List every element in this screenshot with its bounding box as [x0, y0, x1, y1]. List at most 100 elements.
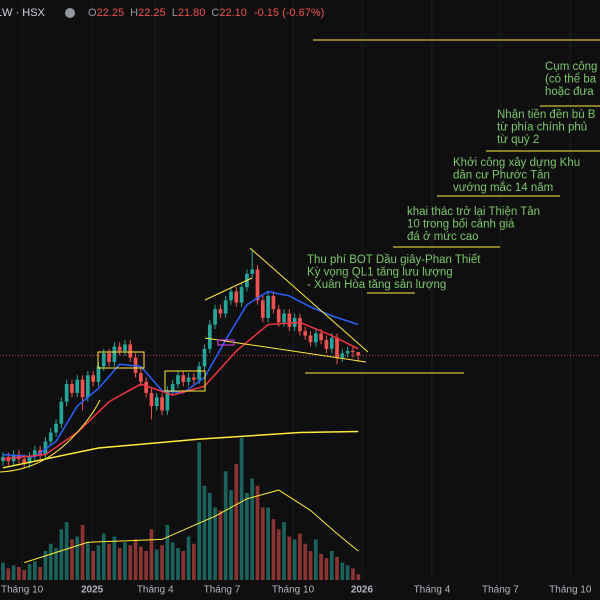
candle-body — [234, 291, 239, 303]
volume-bar — [266, 507, 270, 580]
volume-bar — [207, 493, 212, 580]
candle-body — [197, 366, 202, 380]
x-tick-label: 2025 — [81, 585, 104, 596]
annotation-line: dân cư Phước Tân — [453, 170, 550, 182]
range-box — [164, 370, 206, 392]
volume-bar — [335, 556, 339, 580]
volume-bar — [298, 533, 302, 580]
volume-bar — [48, 543, 53, 580]
candle-body — [80, 379, 85, 398]
indicator-line — [2, 430, 359, 469]
candle-body — [271, 295, 276, 310]
annotation-line: từ phía chính phủ — [497, 122, 587, 134]
candle-body — [186, 377, 191, 382]
annotation-line: khai thác trở lại Thiện Tân — [407, 206, 540, 218]
field-label: C — [211, 7, 219, 19]
candle-body — [329, 337, 334, 349]
range-box — [97, 351, 145, 369]
candle-body — [144, 381, 149, 393]
annotation-line: Cụm công — [545, 61, 597, 73]
candle-body — [255, 269, 260, 301]
cup-curve — [0, 399, 101, 473]
volume-bar — [276, 529, 281, 580]
candle-body — [54, 423, 58, 433]
candle-body — [287, 313, 292, 327]
annotation-line: Thu phí BOT Dầu giây-Phan Thiết — [307, 254, 481, 266]
volume-bar — [213, 507, 217, 580]
field-value: 22.25 — [138, 7, 166, 19]
volume-bar — [101, 533, 106, 580]
field-label: L — [172, 7, 178, 19]
volume-bar — [255, 485, 260, 580]
candle-body — [351, 351, 355, 353]
volume-bar — [59, 529, 64, 580]
x-tick-label: Tháng 4 — [137, 585, 174, 596]
drawings — [0, 39, 600, 473]
trend-line — [204, 277, 253, 301]
candle-body — [356, 352, 361, 356]
volume-bar — [32, 561, 37, 580]
candle-body — [117, 346, 122, 352]
candle-body — [48, 432, 53, 442]
annotation-line: Kỳ vọng QL1 tăng lưu lượng — [307, 267, 453, 279]
candle-body — [192, 377, 196, 380]
annotation-line: từ quý 2 — [497, 134, 539, 146]
volume-bar — [303, 543, 308, 580]
time-axis — [0, 580, 600, 600]
x-tick-label: Tháng 4 — [414, 585, 451, 596]
candle-body — [345, 351, 350, 354]
candle-body — [239, 287, 244, 303]
annotation-line: hoặc đưa — [545, 86, 594, 98]
candle-body — [123, 344, 127, 352]
volume-bar — [165, 524, 170, 580]
candle-body — [303, 331, 308, 336]
candle-body — [308, 335, 313, 343]
volume-bar — [64, 522, 69, 580]
volume-bar — [170, 542, 175, 580]
candle-body — [202, 348, 207, 367]
volume-bar — [11, 565, 16, 580]
annotation-line: Khởi công xây dựng Khu — [453, 157, 580, 169]
candle-body — [276, 309, 281, 323]
candle-body — [128, 344, 133, 358]
volume-bar — [128, 545, 133, 580]
volume-bar — [154, 549, 159, 580]
annotation-line: (có thể ba — [545, 74, 597, 86]
time-axis-labels: Tháng 10 2025 Tháng 4 Tháng 7 Tháng 10 2026 Th… — [1, 585, 592, 596]
volume-bar — [75, 536, 80, 580]
candle-body — [260, 300, 265, 318]
volume-bar — [239, 437, 244, 580]
candle-body — [75, 379, 80, 393]
candle-body — [43, 441, 48, 455]
candle-body — [59, 401, 64, 424]
candle-body — [22, 458, 27, 464]
volume-bar — [6, 568, 11, 580]
candle-body — [176, 375, 180, 385]
candle-body — [149, 392, 154, 407]
volume-bar — [245, 493, 249, 580]
field-value: 22.25 — [97, 7, 125, 19]
indicator-line — [24, 489, 359, 564]
volume-bar — [329, 551, 334, 580]
volume-bar — [319, 553, 323, 580]
candle-body — [313, 333, 318, 343]
volume-bar — [287, 536, 292, 580]
x-tick-label: Tháng 10 — [272, 585, 315, 596]
annotation-line: Nhận tiền đền bù B — [497, 109, 596, 121]
volume-bar — [229, 490, 233, 580]
marker-box — [217, 339, 235, 346]
trend-line — [204, 337, 367, 363]
volume-bar — [340, 562, 345, 580]
annotation-line: 10 trong bối cảnh giá — [407, 219, 515, 231]
volume-bar — [27, 564, 32, 580]
candle-body — [96, 366, 101, 382]
volume-bar — [223, 471, 228, 580]
candle-body — [207, 324, 212, 349]
change: -0.15 (-0.67%) — [254, 7, 324, 19]
symbol: 1W · HSX — [0, 7, 46, 19]
candle-body — [229, 291, 233, 301]
volume-bar — [313, 539, 318, 580]
candle-body — [170, 384, 175, 391]
